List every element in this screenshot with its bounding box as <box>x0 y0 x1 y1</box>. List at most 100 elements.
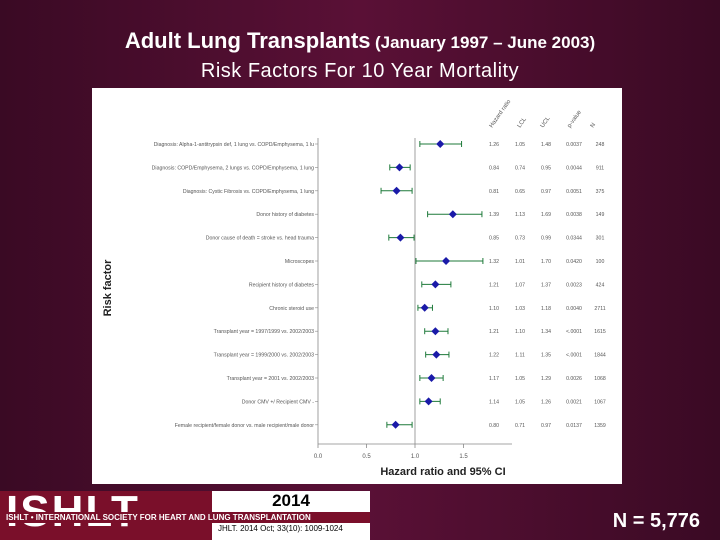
row-value: 1.21 <box>489 329 499 335</box>
row-value: <.0001 <box>566 353 582 359</box>
forest-plot: 0.0 0.5 1.0 1.5 Hazard ratio and 95% CI Risk … <box>92 88 622 484</box>
row-label: Diagnosis: Alpha-1-antitrypsin def, 1 lu… <box>154 142 314 148</box>
x-tick-label: 1.0 <box>411 454 420 460</box>
row-value: 1.69 <box>541 212 551 218</box>
column-header: p-value <box>567 109 584 129</box>
row-value: 1.29 <box>541 376 551 382</box>
row-value: 1.70 <box>541 259 551 265</box>
hazard-point <box>395 163 404 172</box>
hazard-point <box>392 186 401 195</box>
hazard-point <box>436 140 445 148</box>
row-value: 1.34 <box>541 329 551 335</box>
x-tick-label: 0.0 <box>314 454 323 460</box>
row-label: Diagnosis: Cystic Fibrosis vs. COPD/Emph… <box>183 189 314 195</box>
row-value: 1.22 <box>489 353 499 359</box>
hazard-point <box>427 374 436 382</box>
row-value: 0.0044 <box>566 165 582 171</box>
row-value: 248 <box>596 142 605 148</box>
hazard-point <box>432 350 441 359</box>
row-value: 1.37 <box>541 282 551 288</box>
row-value: 0.97 <box>541 189 551 195</box>
row-label: Recipient history of diabetes <box>249 282 315 288</box>
row-value: 1068 <box>594 376 606 382</box>
report-year: 2014 <box>272 491 310 510</box>
row-value: 0.0023 <box>566 282 582 288</box>
row-value: 301 <box>596 236 605 242</box>
row-value: 1.39 <box>489 212 499 218</box>
row-value: 0.80 <box>489 423 499 429</box>
row-value: 1.13 <box>515 212 525 218</box>
slide-subtitle: Risk Factors For 10 Year Mortality <box>200 60 520 82</box>
sample-size: N = 5,776 <box>612 510 700 532</box>
row-value: 1.11 <box>515 353 525 359</box>
row-value: 1.01 <box>515 259 525 265</box>
hazard-point <box>442 257 451 265</box>
row-value: 0.65 <box>515 189 525 195</box>
row-value: 0.74 <box>515 165 525 171</box>
hazard-point <box>424 397 433 406</box>
row-value: 1067 <box>594 399 606 405</box>
row-value: 1.10 <box>489 306 499 312</box>
row-label: Microscopes <box>285 259 315 265</box>
x-axis-label: Hazard ratio and 95% CI <box>380 466 505 478</box>
row-value: 1.35 <box>541 353 551 359</box>
row-value: 100 <box>596 259 605 265</box>
row-value: 0.0038 <box>566 212 582 218</box>
row-value: 911 <box>596 165 604 171</box>
row-label: Transplant year = 1997/1999 vs. 2002/200… <box>214 329 314 335</box>
row-value: 1.48 <box>541 142 551 148</box>
row-value: 1.05 <box>515 376 525 382</box>
citation: JHLT. 2014 Oct; 33(10): 1009-1024 <box>218 524 343 533</box>
row-label: Diagnosis: COPD/Emphysema, 2 lungs vs. C… <box>152 165 314 171</box>
column-header: LCL <box>517 116 529 129</box>
x-tick-label: 0.5 <box>362 454 371 460</box>
row-value: 0.0051 <box>566 189 582 195</box>
row-value: 0.85 <box>489 236 499 242</box>
hazard-point <box>396 233 405 242</box>
hazard-point <box>391 420 400 429</box>
row-label: Chronic steroid use <box>269 306 314 312</box>
row-value: 424 <box>596 282 605 288</box>
row-value: 2711 <box>594 306 605 312</box>
row-value: 0.0037 <box>566 142 582 148</box>
slide-title: Adult Lung Transplants (January 1997 – J… <box>0 28 720 54</box>
row-value: 0.0021 <box>566 399 582 405</box>
row-value: 0.0344 <box>566 236 582 242</box>
footer-banner: ISHLT ISHLT • INTERNATIONAL SOCIETY FOR … <box>0 487 370 540</box>
row-value: 0.71 <box>515 423 525 429</box>
row-value: 1.05 <box>515 399 525 405</box>
row-value: 375 <box>596 189 605 195</box>
row-value: 0.0040 <box>566 306 582 312</box>
x-tick-label: 1.5 <box>459 454 468 460</box>
hazard-point <box>420 303 429 312</box>
row-value: 1615 <box>594 329 606 335</box>
title-main: Adult Lung Transplants <box>124 28 371 53</box>
row-value: 1.14 <box>489 399 499 405</box>
row-value: 1.26 <box>541 399 551 405</box>
row-label: Donor cause of death = stroke vs. head t… <box>206 236 314 242</box>
column-header: UCL <box>540 115 552 129</box>
hazard-point <box>448 210 457 219</box>
row-value: 0.0026 <box>566 376 582 382</box>
logo-text: ISHLT <box>6 487 140 537</box>
row-value: 1.26 <box>489 142 499 148</box>
row-value: 1.10 <box>515 329 525 335</box>
row-label: Donor history of diabetes <box>256 212 314 218</box>
hazard-point <box>431 327 440 336</box>
row-value: <.0001 <box>566 329 582 335</box>
row-value: 1.05 <box>515 142 525 148</box>
row-value: 1.17 <box>489 376 499 382</box>
row-value: 149 <box>596 212 605 218</box>
row-value: 0.0420 <box>566 259 582 265</box>
row-label: Transplant year = 2001 vs. 2002/2003 <box>227 376 314 382</box>
row-value: 0.97 <box>541 423 551 429</box>
row-value: 1.03 <box>515 306 525 312</box>
row-label: Transplant year = 1999/2000 vs. 2002/200… <box>214 353 314 359</box>
row-value: 1844 <box>594 353 606 359</box>
forest-plot-svg: 0.0 0.5 1.0 1.5 Hazard ratio and 95% CI Risk … <box>102 98 606 478</box>
row-label: Donor CMV +/ Recipient CMV - <box>242 399 314 405</box>
y-axis-label: Risk factor <box>102 259 114 317</box>
row-value: 0.0137 <box>566 423 582 429</box>
row-value: 1.07 <box>515 282 525 288</box>
row-value: 0.84 <box>489 165 499 171</box>
